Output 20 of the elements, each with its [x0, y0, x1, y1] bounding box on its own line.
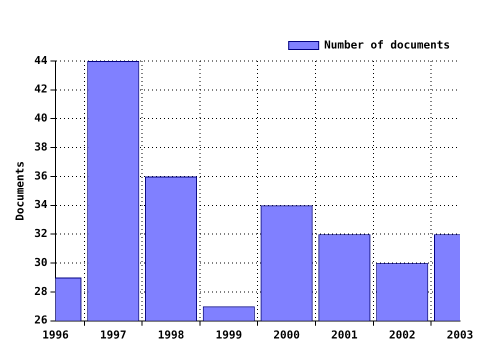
x-tick-label: 2003: [446, 328, 474, 342]
y-tick-label: 42: [34, 82, 48, 96]
x-tick-label: 2000: [273, 328, 300, 342]
y-tick-label: 36: [34, 169, 48, 182]
x-tick-label: 2002: [388, 328, 416, 342]
y-tick-label: 32: [34, 227, 48, 240]
x-tick-label: 1996: [42, 328, 70, 342]
x-tick-label: 1998: [158, 328, 184, 342]
x-tick-label: 1999: [216, 328, 242, 342]
y-tick-label: 38: [34, 140, 48, 154]
legend-label: Number of documents: [324, 38, 450, 52]
y-tick-label: 40: [34, 112, 48, 125]
y-tick-label: 26: [34, 314, 48, 327]
y-tick-label: 30: [34, 256, 48, 269]
x-tick-label: 1997: [100, 328, 126, 342]
y-tick-label: 34: [34, 198, 48, 212]
y-tick-label: 28: [34, 284, 48, 298]
y-tick-label: 44: [34, 54, 48, 67]
x-tick-label: 2001: [331, 328, 358, 342]
y-axis-title: Documents: [13, 161, 26, 221]
